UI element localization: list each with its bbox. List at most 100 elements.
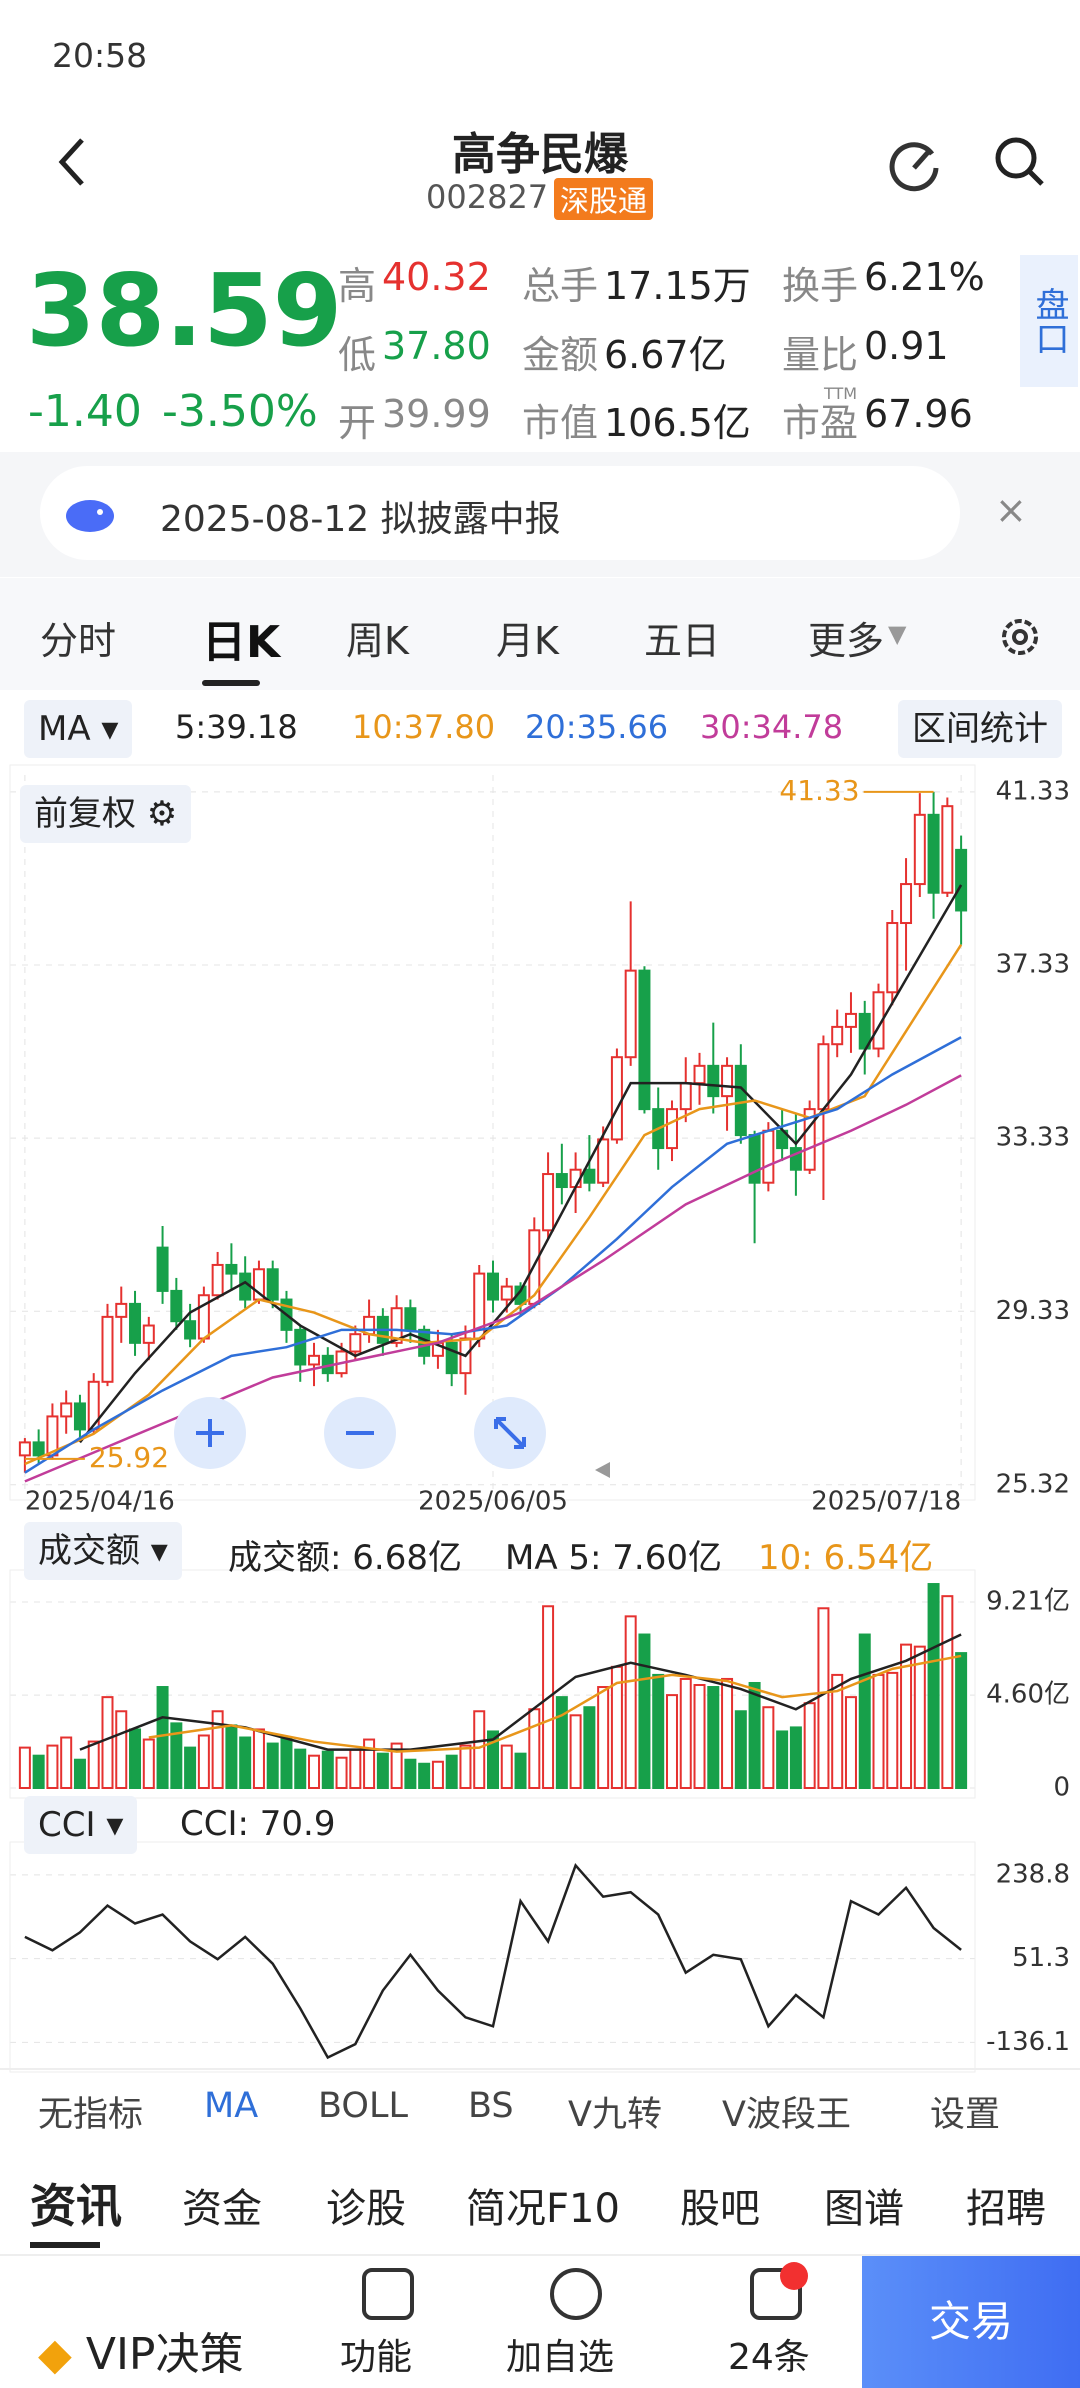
volume-bar <box>239 1736 252 1789</box>
bottom-item[interactable]: 加自选 <box>506 2337 615 2378</box>
volume-bar <box>638 1633 651 1790</box>
range-stats-button[interactable]: 区间统计 <box>898 700 1062 758</box>
adjust-selector[interactable]: 前复权 ⚙ <box>20 785 192 843</box>
volume-bar <box>142 1738 155 1789</box>
candle-body <box>211 1263 224 1297</box>
volume-bar <box>60 1736 73 1789</box>
bottom-icon[interactable] <box>550 2268 602 2320</box>
notice[interactable] <box>40 466 960 560</box>
volume-bar <box>665 1694 678 1790</box>
stock-name: 高争民爆 <box>452 129 628 180</box>
volume-bar <box>886 1671 899 1789</box>
ma-value: 30:34.78 <box>700 708 844 746</box>
stat-label: 低 <box>338 333 377 377</box>
info-tab[interactable]: 招聘 <box>966 2186 1046 2232</box>
volume-bar <box>73 1758 86 1789</box>
volume-bar <box>789 1726 802 1790</box>
indicator-tab[interactable]: MA <box>204 2086 259 2126</box>
info-tab[interactable]: 诊股 <box>326 2186 406 2232</box>
volume-bar <box>266 1742 279 1790</box>
stat-label: 量比 <box>782 333 859 377</box>
candle-body <box>597 1138 610 1184</box>
info-underline <box>30 2242 100 2248</box>
badge-dot <box>780 2262 808 2290</box>
stat-value: 67.96 <box>864 392 973 436</box>
indicator-tab[interactable]: V九转 <box>568 2095 662 2135</box>
cci-selector-text: CCI <box>38 1805 96 1845</box>
stat-value: 6.67亿 <box>604 333 727 377</box>
info-tab[interactable]: 股吧 <box>680 2186 760 2232</box>
info-tab[interactable]: 资讯 <box>30 2179 122 2233</box>
info-tab[interactable]: 简况F10 <box>466 2186 620 2232</box>
bottom-icon[interactable] <box>750 2268 802 2320</box>
cci-readout: CCI: 70.9 <box>180 1804 336 1844</box>
candle-body <box>665 1108 678 1150</box>
tab[interactable]: 周K <box>346 619 409 663</box>
y-tick-label: 37.33 <box>996 950 1070 980</box>
candle-body <box>941 805 954 894</box>
order-book-button[interactable]: 盘口 <box>1020 255 1078 387</box>
max-label: 41.33 <box>779 774 859 807</box>
candle-body <box>955 848 968 912</box>
volume-bar <box>927 1583 940 1789</box>
tab[interactable]: 更多 <box>808 619 885 663</box>
volume-bar <box>363 1738 376 1789</box>
y-tick-label: 0 <box>1053 1773 1070 1803</box>
volume-ma-readout: 10: 6.54亿 <box>758 1538 934 1578</box>
candle-body <box>707 1064 720 1098</box>
info-tab[interactable]: 图谱 <box>824 2186 904 2232</box>
search-button[interactable] <box>990 132 1050 192</box>
volume-bar <box>101 1696 114 1790</box>
indicator-tab[interactable]: V波段王 <box>722 2095 851 2135</box>
refresh-button[interactable] <box>884 132 944 192</box>
volume-bar <box>941 1595 954 1790</box>
close-button[interactable]: × <box>995 488 1027 532</box>
y-tick-label: 4.60亿 <box>986 1680 1070 1710</box>
ma-value: 10:37.80 <box>352 708 496 746</box>
stat-label: 换手 <box>782 264 859 308</box>
volume-bar <box>115 1710 128 1789</box>
trade-button[interactable]: 交易 <box>862 2256 1080 2388</box>
stat-value: 39.99 <box>382 392 491 436</box>
divider <box>0 2068 1080 2070</box>
volume-bar <box>569 1714 582 1790</box>
volume-bar <box>583 1706 596 1789</box>
y-tick-label: 29.33 <box>996 1296 1070 1326</box>
candle-body <box>900 883 913 925</box>
settings-button[interactable] <box>995 612 1045 662</box>
volume-bar <box>693 1684 706 1790</box>
indicator-tab[interactable]: BOLL <box>318 2086 408 2126</box>
back-button[interactable] <box>52 132 92 192</box>
bottom-icon[interactable] <box>362 2268 414 2320</box>
candle-body <box>349 1333 362 1353</box>
tab[interactable]: 分时 <box>40 619 117 663</box>
tab[interactable]: 五日 <box>644 619 721 663</box>
bottom-item[interactable]: 24条 <box>728 2337 810 2378</box>
tab-selected[interactable]: 日K <box>202 617 281 668</box>
ma-selector[interactable]: MA ▾ <box>24 700 133 758</box>
candle-body <box>294 1328 307 1366</box>
indicator-tab[interactable]: 设置 <box>930 2095 1001 2135</box>
volume-bar <box>335 1756 348 1790</box>
indicator-tab[interactable]: 无指标 <box>38 2095 144 2135</box>
candle-body <box>184 1320 197 1340</box>
volume-selector-text: 成交额 <box>38 1531 140 1571</box>
volume-bar <box>294 1748 307 1790</box>
tab[interactable]: 月K <box>496 619 559 663</box>
volume-bar <box>308 1754 321 1790</box>
volume-readout: 成交额: 6.68亿 <box>228 1538 462 1578</box>
plot-frame <box>9 1569 976 1799</box>
zoom-icon <box>196 1419 224 1447</box>
indicator-tab[interactable]: BS <box>468 2086 514 2126</box>
stat-label: 开 <box>338 401 377 445</box>
change-pct: -3.50% <box>162 386 318 437</box>
status-time: 20:58 <box>52 36 148 75</box>
notice-icon <box>66 500 114 532</box>
candle-body <box>156 1246 169 1292</box>
candle-body <box>927 813 940 894</box>
vip-button[interactable]: ◆ VIP决策 <box>38 2329 244 2380</box>
cci-selector[interactable]: CCI ▾ <box>24 1796 138 1854</box>
volume-selector[interactable]: 成交额 ▾ <box>24 1522 182 1580</box>
info-tab[interactable]: 资金 <box>182 2186 262 2232</box>
bottom-item[interactable]: 功能 <box>340 2337 413 2378</box>
